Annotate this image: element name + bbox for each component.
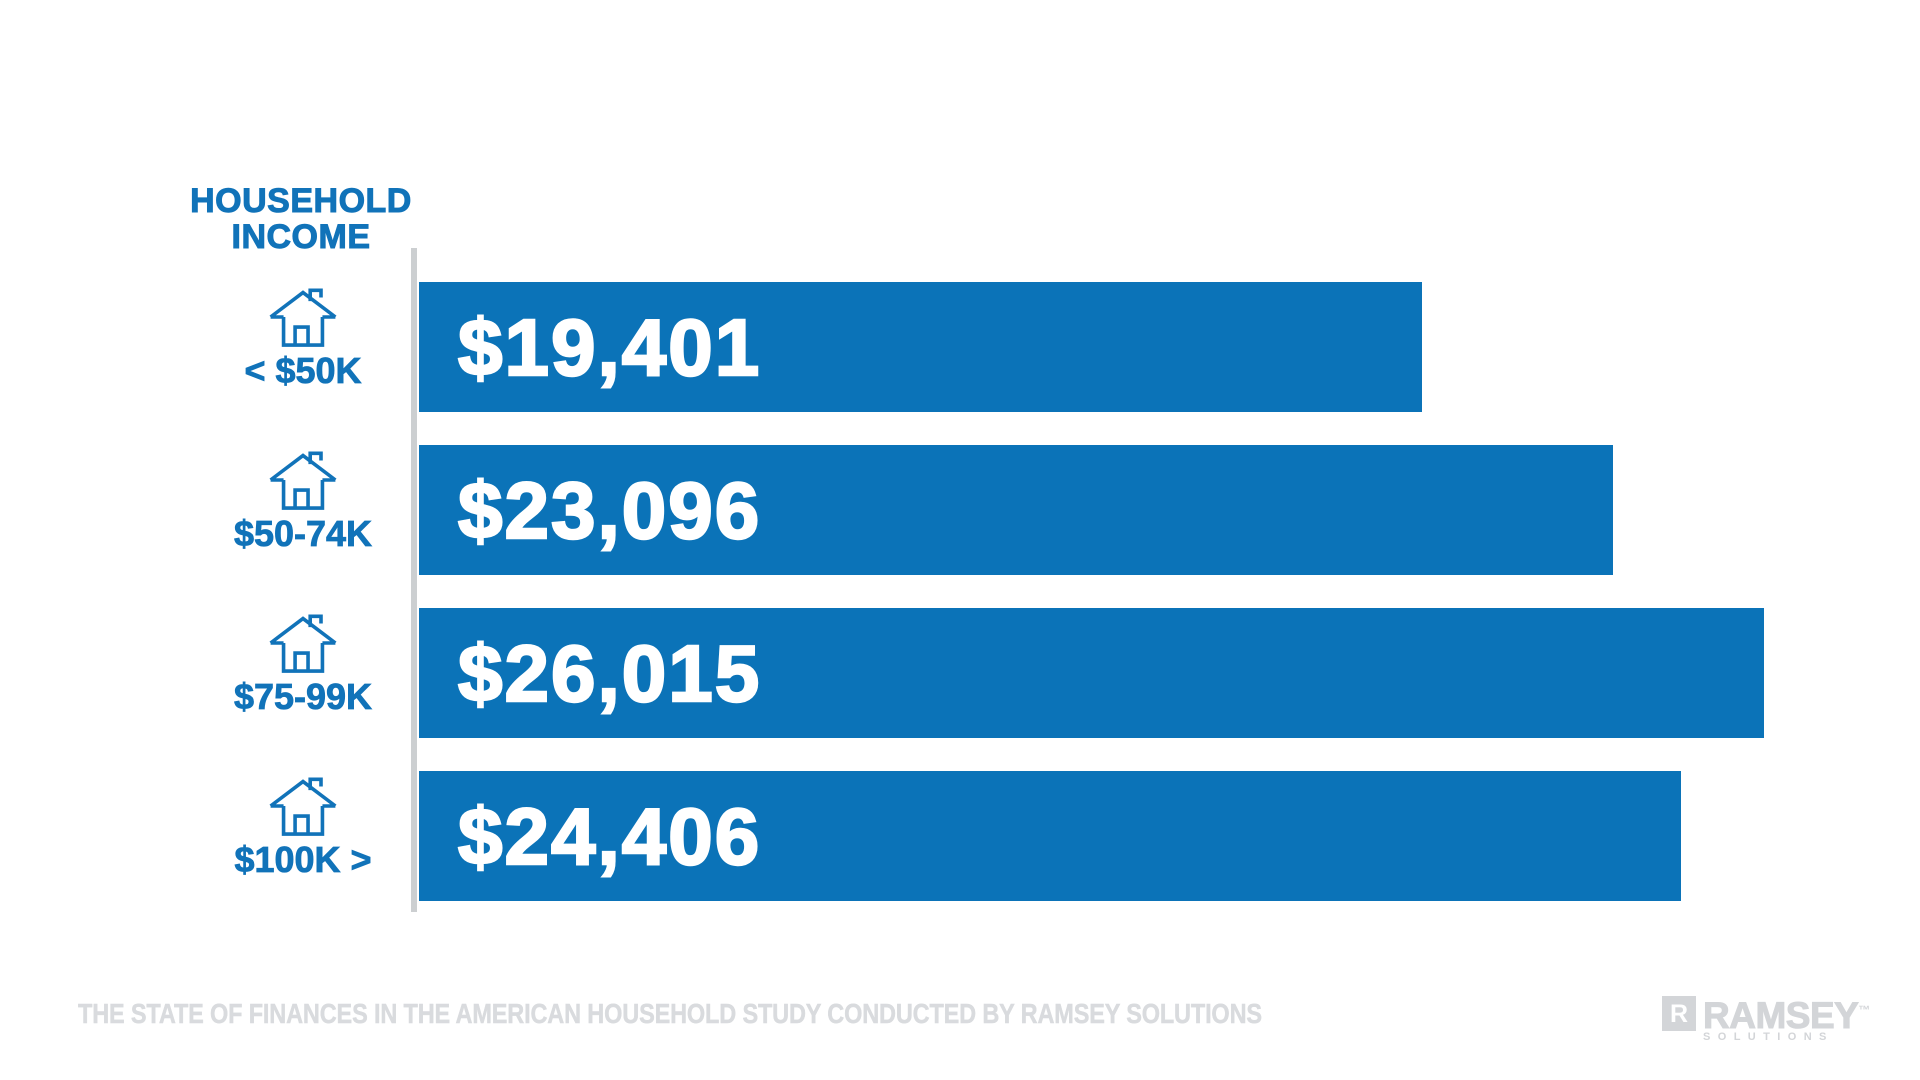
category-group: $50-74K <box>183 445 423 575</box>
chart-row: $50-74K $23,096 <box>0 445 1920 575</box>
source-attribution: THE STATE OF FINANCES IN THE AMERICAN HO… <box>78 998 1262 1030</box>
chart-row: $100K > $24,406 <box>0 771 1920 901</box>
logo-r-icon: R <box>1662 996 1696 1031</box>
house-icon <box>269 614 337 673</box>
category-label: < $50K <box>244 350 362 392</box>
house-icon <box>269 288 337 347</box>
category-group: $100K > <box>183 771 423 901</box>
bar-value-label: $24,406 <box>457 791 762 882</box>
category-group: $75-99K <box>183 608 423 738</box>
logo-trademark: ™ <box>1858 1003 1871 1017</box>
logo-text: RAMSEY™ SOLUTIONS <box>1702 996 1871 1044</box>
value-bar: $23,096 <box>419 445 1613 575</box>
category-label: $50-74K <box>233 513 373 555</box>
house-icon <box>269 777 337 836</box>
chart-title-line-1: HOUSEHOLD <box>190 182 412 220</box>
y-axis-line <box>411 248 417 912</box>
category-label: $75-99K <box>233 676 373 718</box>
bar-value-label: $23,096 <box>457 465 762 556</box>
chart-title: HOUSEHOLD INCOME <box>150 182 452 256</box>
bar-value-label: $19,401 <box>457 302 762 393</box>
logo-brand-word: RAMSEY <box>1702 995 1859 1036</box>
value-bar: $19,401 <box>419 282 1422 412</box>
house-icon <box>269 451 337 510</box>
chart-row: $75-99K $26,015 <box>0 608 1920 738</box>
chart-row: < $50K $19,401 <box>0 282 1920 412</box>
chart-title-line-2: INCOME <box>231 218 371 256</box>
ramsey-solutions-logo: R RAMSEY™ SOLUTIONS <box>1662 996 1870 1043</box>
value-bar: $24,406 <box>419 771 1681 901</box>
logo-subtitle: SOLUTIONS <box>1703 1031 1834 1043</box>
logo-brand-name: RAMSEY™ <box>1702 996 1871 1035</box>
value-bar: $26,015 <box>419 608 1764 738</box>
bar-value-label: $26,015 <box>457 628 762 719</box>
category-group: < $50K <box>183 282 423 412</box>
category-label: $100K > <box>234 839 372 881</box>
